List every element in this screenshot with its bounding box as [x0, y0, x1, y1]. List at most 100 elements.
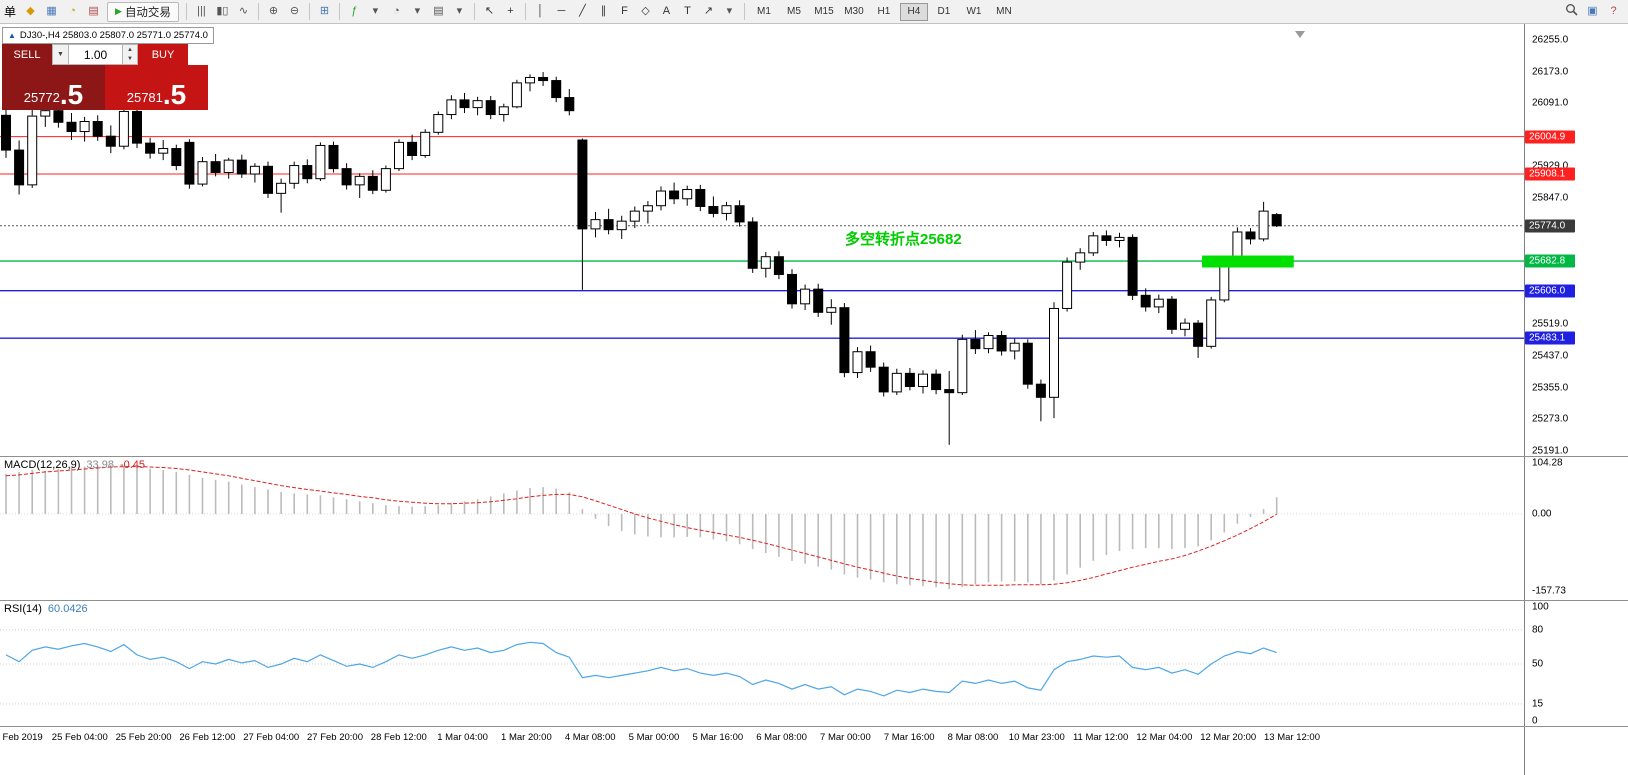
timeframe-h1[interactable]: H1 — [877, 5, 891, 17]
time-label: 4 Mar 08:00 — [564, 732, 616, 743]
price-line-label: 25908.1 — [1525, 167, 1575, 181]
time-label: 6 Mar 08:00 — [756, 732, 807, 743]
auto-trading-button[interactable]: ▶ 自动交易 — [107, 1, 179, 22]
search-icon[interactable] — [1562, 3, 1581, 20]
price-tick: 25273.0 — [1532, 413, 1569, 425]
time-label: 12 Mar 20:00 — [1200, 732, 1257, 743]
price-tick: 26091.0 — [1532, 97, 1569, 109]
macd-panel-divider[interactable] — [0, 456, 1628, 457]
arrows-icon[interactable]: ↗ — [703, 5, 714, 17]
label-icon[interactable]: T — [684, 5, 691, 17]
rsi-value: 60.0426 — [47, 603, 88, 615]
macd-tick: -157.73 — [1532, 585, 1566, 597]
periods-dropdown-icon[interactable]: ▾ — [414, 5, 421, 17]
templates-dropdown-icon[interactable]: ▾ — [456, 5, 463, 17]
time-label: 28 Feb 12:00 — [370, 732, 427, 743]
text-icon[interactable]: A — [662, 5, 671, 17]
timeframe-m15[interactable]: M15 — [814, 5, 834, 17]
zoom-out-icon[interactable]: ⊖ — [289, 5, 300, 17]
timeframe-mn[interactable]: MN — [996, 5, 1012, 17]
crosshair-icon[interactable]: + — [507, 5, 514, 17]
buy-button[interactable]: BUY — [138, 44, 188, 65]
timeframe-h4[interactable]: H4 — [899, 2, 928, 21]
vertical-line-icon[interactable]: │ — [537, 5, 544, 17]
buy-price[interactable]: 25781 .5 — [105, 65, 208, 110]
time-label: 5 Mar 16:00 — [692, 732, 744, 743]
volume-up-icon[interactable]: ▲ — [123, 45, 137, 55]
channel-icon[interactable]: ∥ — [600, 5, 607, 17]
volume-input[interactable] — [69, 44, 123, 65]
time-label: 10 Mar 23:00 — [1008, 732, 1065, 743]
timeframe-d1[interactable]: D1 — [937, 5, 951, 17]
rsi-tick: 15 — [1532, 698, 1544, 710]
timeframe-w1[interactable]: W1 — [966, 5, 982, 17]
chart-window-icon[interactable]: ▦ — [46, 5, 57, 17]
indicators-dropdown-icon[interactable]: ▾ — [372, 5, 379, 17]
price-tick: 26255.0 — [1532, 34, 1569, 46]
price-tick: 25929.0 — [1532, 160, 1569, 172]
time-label: 25 Feb 04:00 — [51, 732, 108, 743]
zoom-in-icon[interactable]: ⊕ — [268, 5, 279, 17]
macd-signal-value: -0.45 — [119, 459, 146, 471]
time-label: 27 Feb 04:00 — [243, 732, 300, 743]
sell-button[interactable]: SELL — [2, 44, 52, 65]
price-scale[interactable]: 26255.0 26173.0 26091.0 25929.0 25847.0 25519… — [1524, 24, 1628, 775]
volume-dropdown-icon[interactable]: ▼ — [52, 44, 69, 65]
indicators-icon[interactable]: ƒ — [351, 5, 358, 17]
tile-windows-icon[interactable]: ⊞ — [319, 5, 330, 17]
chart-title: DJ30-,H4 25803.0 25807.0 25771.0 25774.0 — [19, 30, 208, 41]
profile-icon[interactable]: ◔ — [69, 5, 76, 17]
toolbar-separator — [743, 3, 745, 20]
shapes-icon[interactable]: ◇ — [641, 5, 650, 17]
cursor-icon[interactable]: ↖ — [484, 5, 495, 17]
toolbar-separator — [338, 3, 340, 20]
line-chart-icon[interactable]: ∿ — [238, 5, 249, 17]
play-icon: ▶ — [115, 6, 122, 16]
time-label: 13 Mar 12:00 — [1264, 732, 1320, 743]
bar-chart-icon[interactable]: ||| — [197, 5, 206, 17]
timeframe-m1[interactable]: M1 — [756, 5, 771, 17]
timeframe-buttons: M1 M5 M15 M30 H1 H4 D1 W1 MN — [749, 2, 1019, 21]
toolbar-separator — [308, 3, 310, 20]
price-line-label: 25774.0 — [1525, 219, 1575, 233]
new-window-icon[interactable]: ▣ — [1587, 5, 1598, 17]
market-watch-icon[interactable]: ▤ — [88, 5, 99, 17]
time-axis-divider — [0, 726, 1628, 727]
macd-main-value: 33.98 — [86, 459, 114, 471]
time-axis[interactable]: 22 Feb 2019 25 Feb 04:00 25 Feb 20:00 26 Fe… — [0, 727, 1524, 747]
time-label: 12 Mar 04:00 — [1136, 732, 1193, 743]
menu-item[interactable]: 单 — [4, 5, 17, 19]
buy-price-frac: .5 — [162, 78, 187, 110]
candlestick-chart-icon[interactable]: ▮▯ — [216, 5, 229, 17]
horizontal-line-icon[interactable]: ─ — [557, 5, 566, 17]
rsi-tick: 0 — [1532, 715, 1538, 727]
toolbar-right-icons: ▣? — [1561, 3, 1624, 20]
sell-price[interactable]: 25772 .5 — [2, 65, 105, 110]
price-tick: 25355.0 — [1532, 382, 1569, 394]
chart-title-bar[interactable]: ▲ DJ30-,H4 25803.0 25807.0 25771.0 25774… — [2, 27, 214, 44]
toolbar-separator — [524, 3, 526, 20]
time-label: 7 Mar 16:00 — [883, 732, 935, 743]
timeframe-m30[interactable]: M30 — [844, 5, 864, 17]
rsi-tick: 50 — [1532, 658, 1544, 670]
new-order-icon[interactable]: ◆ — [26, 5, 35, 17]
rsi-panel-divider[interactable] — [0, 600, 1628, 601]
chart-annotation[interactable]: 多空转折点25682 — [845, 231, 962, 248]
trendline-icon[interactable]: ╱ — [579, 5, 586, 17]
time-label: 11 Mar 12:00 — [1072, 732, 1129, 743]
timeframe-m5[interactable]: M5 — [786, 5, 801, 17]
toolbar-separator — [473, 3, 475, 20]
chart-icon: ▲ — [8, 31, 16, 40]
templates-icon[interactable]: ▤ — [433, 5, 444, 17]
sell-price-main: 25772 — [23, 90, 60, 105]
macd-tick: 0.00 — [1532, 508, 1552, 520]
time-label: 27 Feb 20:00 — [307, 732, 363, 743]
help-icon[interactable]: ? — [1610, 5, 1617, 17]
fibonacci-icon[interactable]: F — [621, 5, 628, 17]
volume-down-icon[interactable]: ▼ — [123, 54, 137, 64]
sell-price-frac: .5 — [59, 78, 84, 110]
periods-icon[interactable]: ◔ — [393, 5, 400, 17]
price-line-label: 25682.8 — [1525, 254, 1575, 268]
arrows-dropdown-icon[interactable]: ▾ — [726, 5, 733, 17]
